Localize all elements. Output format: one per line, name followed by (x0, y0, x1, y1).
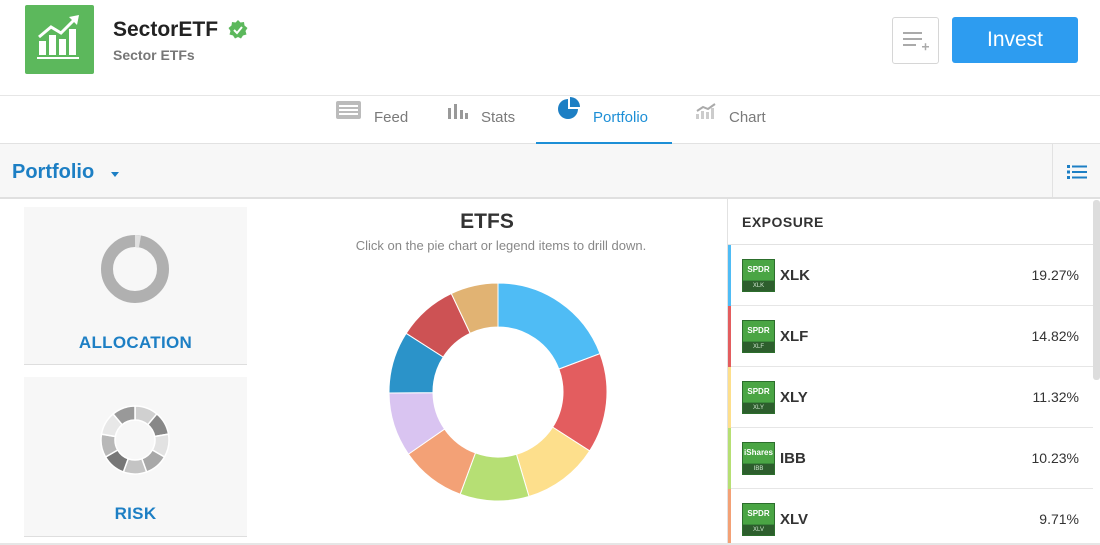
etf-logo: SPDR XLF (742, 320, 775, 353)
list-add-icon (903, 32, 929, 51)
etf-logo-brand: SPDR (743, 382, 774, 402)
feed-icon (335, 94, 362, 138)
etf-logo-ticker: XLY (743, 403, 774, 413)
tab-feed-label: Feed (374, 109, 409, 126)
pie-icon (557, 94, 581, 138)
color-indicator (728, 245, 731, 306)
risk-card[interactable]: RISK (24, 377, 247, 537)
tab-feed[interactable]: Feed (335, 96, 408, 144)
portfolio-dropdown[interactable]: Portfolio (12, 161, 95, 183)
exposure-row[interactable]: iShares IBB IBB 10.23% (728, 428, 1093, 489)
etf-logo-ticker: XLF (743, 342, 774, 352)
etf-logo: SPDR XLY (742, 381, 775, 414)
exposure-header: EXPOSURE (728, 199, 1093, 245)
add-to-list-button[interactable] (892, 17, 939, 64)
etf-ticker: XLV (780, 511, 809, 528)
chart-icon (695, 94, 717, 138)
allocation-label: ALLOCATION (78, 333, 193, 352)
exposure-row[interactable]: SPDR XLK XLK 19.27% (728, 245, 1093, 306)
allocation-donut-icon (101, 235, 169, 303)
risk-label: RISK (114, 504, 157, 523)
color-indicator (728, 367, 731, 428)
etf-ticker: XLY (780, 389, 808, 406)
etf-logo-brand: SPDR (743, 260, 774, 280)
portfolio-bar: Portfolio (0, 144, 1100, 199)
divider (1052, 144, 1053, 197)
invest-button[interactable]: Invest (952, 17, 1078, 63)
etf-logo: iShares IBB (742, 442, 775, 475)
chart-title: ETFS (460, 210, 514, 233)
etf-logo: SPDR XLV (742, 503, 775, 536)
pie-slice[interactable] (497, 282, 601, 370)
color-indicator (728, 428, 731, 489)
etf-percentage: 10.23% (1031, 450, 1079, 466)
etf-logo-ticker: XLV (743, 525, 774, 535)
pie-slice[interactable] (450, 282, 499, 334)
scrollbar[interactable] (1093, 200, 1100, 380)
etf-logo-brand: SPDR (743, 504, 774, 524)
risk-donut-icon (100, 405, 170, 475)
color-indicator (728, 489, 731, 545)
etf-ticker: XLK (780, 267, 810, 284)
app-logo (25, 5, 94, 74)
etf-logo-brand: SPDR (743, 321, 774, 341)
app-title: SectorETF (113, 18, 219, 41)
tab-stats-label: Stats (481, 109, 516, 126)
etf-logo-ticker: IBB (743, 464, 774, 474)
etf-ticker: XLF (780, 328, 809, 345)
tab-chart-label: Chart (729, 109, 766, 126)
etf-logo-brand: iShares (743, 443, 774, 463)
tab-stats[interactable]: Stats (447, 96, 515, 144)
divider (0, 543, 1100, 545)
growth-chart-icon (37, 15, 79, 59)
stats-icon (447, 94, 469, 138)
chevron-down-icon[interactable] (111, 172, 119, 177)
tab-bar: Feed Stats Portfolio (0, 96, 1100, 144)
verified-badge-icon (228, 20, 248, 40)
etf-logo-ticker: XLK (743, 281, 774, 291)
chart-subtitle: Click on the pie chart or legend items t… (355, 238, 647, 253)
list-view-icon[interactable] (1067, 164, 1087, 185)
tab-chart[interactable]: Chart (695, 96, 766, 144)
app-header: SectorETF Sector ETFs Invest (0, 0, 1100, 96)
etf-logo: SPDR XLK (742, 259, 775, 292)
etf-ticker: IBB (780, 450, 806, 467)
etf-percentage: 9.71% (1039, 511, 1079, 527)
exposure-row[interactable]: SPDR XLF XLF 14.82% (728, 306, 1093, 367)
allocation-card[interactable]: ALLOCATION (24, 207, 247, 365)
color-indicator (728, 306, 731, 367)
etf-percentage: 11.32% (1032, 389, 1079, 405)
tab-portfolio-label: Portfolio (593, 109, 649, 126)
risk-segment (112, 405, 136, 426)
etf-percentage: 14.82% (1031, 328, 1079, 344)
etf-donut-chart[interactable] (388, 282, 608, 502)
tab-portfolio[interactable]: Portfolio (536, 96, 672, 144)
exposure-panel: EXPOSURE SPDR XLK XLK 19.27% SPDR XLF XLF 14.82… (727, 199, 1100, 545)
exposure-row[interactable]: SPDR XLY XLY 11.32% (728, 367, 1093, 428)
etf-percentage: 19.27% (1031, 267, 1079, 283)
app-subtitle: Sector ETFs (113, 47, 195, 63)
exposure-row[interactable]: SPDR XLV XLV 9.71% (728, 489, 1093, 545)
